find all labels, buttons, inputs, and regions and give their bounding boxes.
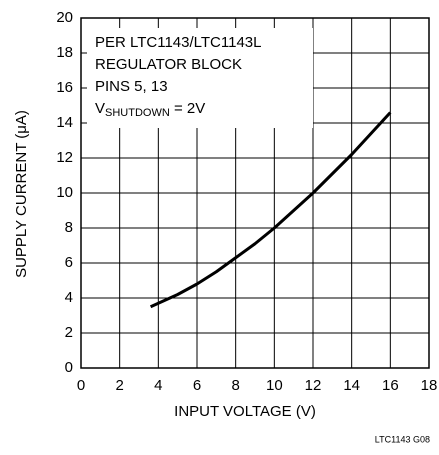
y-tick-label: 16 — [56, 79, 73, 96]
y-axis-label: SUPPLY CURRENT (μA) — [13, 110, 30, 278]
y-tick-label: 8 — [65, 219, 73, 236]
footnote: LTC1143 G08 — [375, 434, 430, 444]
y-tick-label: 2 — [65, 324, 73, 341]
annotation: PINS 5, 13 — [95, 78, 168, 95]
y-tick-label: 20 — [56, 9, 73, 26]
x-tick-label: 16 — [382, 377, 399, 394]
annotation: PER LTC1143/LTC1143L — [95, 34, 261, 51]
x-tick-label: 12 — [305, 377, 322, 394]
annotation-part: = 2V — [170, 100, 205, 117]
x-tick-label: 10 — [266, 377, 283, 394]
data-line — [149, 111, 392, 309]
annotation-box — [87, 28, 313, 128]
x-tick-label: 4 — [154, 377, 162, 394]
y-tick-label: 14 — [56, 114, 73, 131]
y-tick-label: 6 — [65, 254, 73, 271]
annotation-part: SHUTDOWN — [105, 107, 170, 119]
x-tick-label: 2 — [115, 377, 123, 394]
y-tick-label: 12 — [56, 149, 73, 166]
x-tick-label: 0 — [77, 377, 85, 394]
annotation-part: V — [95, 100, 105, 117]
x-tick-label: 8 — [231, 377, 239, 394]
y-tick-label: 0 — [65, 359, 73, 376]
plot-frame — [80, 17, 430, 369]
x-axis-label: INPUT VOLTAGE (V) — [174, 403, 316, 420]
x-tick-label: 18 — [421, 377, 438, 394]
x-tick-label: 14 — [343, 377, 360, 394]
y-tick-label: 10 — [56, 184, 73, 201]
x-tick-label: 6 — [193, 377, 201, 394]
y-tick-label: 4 — [65, 289, 73, 306]
annotation: VSHUTDOWN = 2V — [95, 100, 205, 119]
annotation: REGULATOR BLOCK — [95, 56, 242, 73]
y-tick-label: 18 — [56, 44, 73, 61]
